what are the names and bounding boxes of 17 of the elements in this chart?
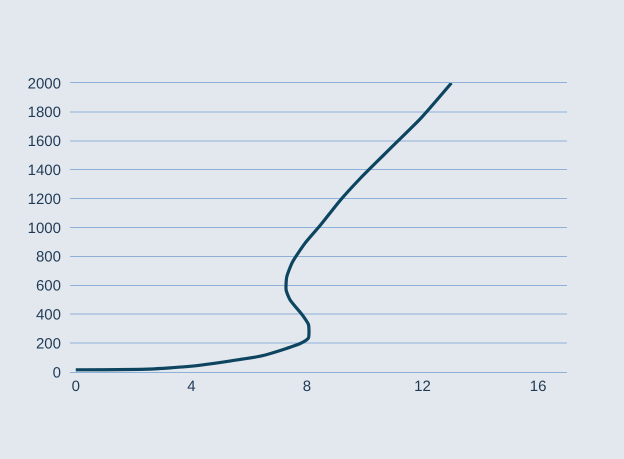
y-tick-label: 0 (52, 364, 61, 382)
y-tick-label: 1000 (28, 220, 61, 237)
x-tick-label: 4 (187, 378, 196, 395)
y-tick-label: 1800 (28, 104, 61, 122)
x-tick-label: 8 (302, 378, 312, 395)
x-tick-label: 16 (530, 378, 546, 395)
y-tick-label: 1200 (28, 190, 61, 208)
y-tick-label: 200 (36, 335, 61, 352)
y-tick-label: 800 (36, 248, 61, 266)
y-tick-label: 1600 (28, 133, 61, 150)
x-tick-label: 12 (414, 378, 431, 395)
x-tick-label: 0 (72, 378, 80, 395)
y-tick-label: 2000 (28, 75, 61, 92)
y-tick-label: 600 (36, 278, 61, 295)
line-series (74, 83, 454, 372)
y-tick-label: 400 (36, 306, 61, 324)
y-tick-label: 1400 (28, 162, 61, 179)
